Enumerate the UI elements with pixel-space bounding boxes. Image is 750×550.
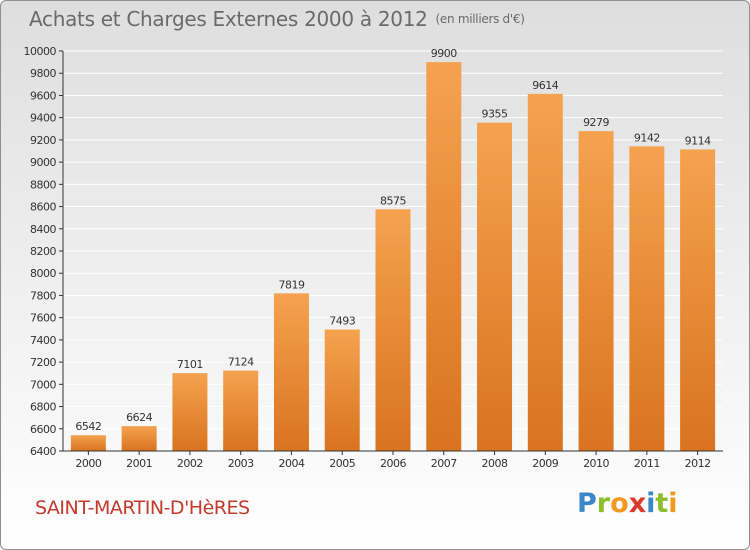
logo-letter: i <box>668 488 678 519</box>
bar-value-label: 7101 <box>177 358 203 371</box>
proxiti-logo[interactable]: Proxiti <box>577 488 678 519</box>
bar-2011 <box>629 146 665 452</box>
bar-value-label: 6542 <box>75 420 101 433</box>
x-tick-label: 2006 <box>380 457 406 470</box>
bar-value-label: 7493 <box>329 315 355 328</box>
y-tick-label: 7200 <box>30 356 56 369</box>
logo-letter: t <box>655 488 669 519</box>
y-tick-label: 8000 <box>30 267 56 280</box>
x-tick-label: 2007 <box>431 457 457 470</box>
logo-letter: r <box>596 488 611 519</box>
bar-value-label: 7124 <box>228 356 254 369</box>
y-tick-label: 6800 <box>30 401 56 414</box>
x-tick-label: 2005 <box>329 457 355 470</box>
chart-title-text: Achats et Charges Externes 2000 à 2012 <box>29 7 428 31</box>
y-tick-label: 7000 <box>30 378 56 391</box>
bar-2003 <box>223 370 259 451</box>
axes: 6400 6600 6800 7000 7200 7400 7600 7800 8000 8200… <box>24 45 723 470</box>
x-tick-label: 2008 <box>482 457 508 470</box>
bar-2009 <box>527 93 563 451</box>
logo-letter: o <box>610 488 629 519</box>
y-tick-label: 6600 <box>30 423 56 436</box>
bar-2005 <box>324 329 360 451</box>
x-tick-label: 2001 <box>126 457 152 470</box>
bar-value-label: 6624 <box>126 411 152 424</box>
y-tick-label: 7800 <box>30 289 56 302</box>
bar-2007 <box>426 62 462 451</box>
chart-title-unit: (en milliers d'€) <box>435 12 525 26</box>
y-tick-label: 9600 <box>30 89 56 102</box>
bar-value-label: 7819 <box>278 278 304 291</box>
y-tick-label: 8200 <box>30 245 56 258</box>
y-tick-label: 10000 <box>24 45 57 58</box>
chart-title: Achats et Charges Externes 2000 à 2012 (e… <box>29 7 525 31</box>
bar-2004 <box>273 293 309 451</box>
y-tick-label: 7600 <box>30 312 56 325</box>
y-tick-label: 7400 <box>30 334 56 347</box>
bar-value-label: 8575 <box>380 194 406 207</box>
bar-value-label: 9900 <box>431 47 457 60</box>
x-tick-label: 2009 <box>532 457 558 470</box>
x-tick-label: 2010 <box>583 457 609 470</box>
y-tick-label: 8400 <box>30 223 56 236</box>
x-tick-label: 2004 <box>278 457 304 470</box>
bar-2008 <box>477 122 513 452</box>
logo-letter: P <box>577 488 597 519</box>
y-tick-label: 6400 <box>30 445 56 458</box>
y-tick-label: 8600 <box>30 201 56 214</box>
y-tick-label: 9800 <box>30 67 56 80</box>
y-tick-label: 9400 <box>30 112 56 125</box>
bar-2002 <box>172 373 208 451</box>
y-tick-label: 9000 <box>30 156 56 169</box>
x-tick-label: 2012 <box>685 457 711 470</box>
bar-value-label: 9142 <box>634 131 660 144</box>
x-tick-label: 2003 <box>228 457 254 470</box>
bar-2010 <box>578 131 614 451</box>
bar-value-label: 9279 <box>583 116 609 129</box>
logo-letter: i <box>646 488 656 519</box>
bar-2012 <box>680 149 716 451</box>
location-name: SAINT-MARTIN-D'HèRES <box>35 497 250 519</box>
bar-value-label: 9114 <box>685 134 711 147</box>
data-labels: 6542 6624 7101 7124 7819 7493 8575 9900 9355 9614… <box>75 47 711 433</box>
bar-2006 <box>375 209 411 451</box>
bar-2001 <box>121 426 157 451</box>
bar-value-label: 9614 <box>532 79 558 92</box>
bars <box>70 62 716 452</box>
y-tick-label: 9200 <box>30 134 56 147</box>
y-tick-label: 8800 <box>30 178 56 191</box>
logo-letter: x <box>628 488 647 519</box>
x-tick-label: 2011 <box>634 457 660 470</box>
x-tick-label: 2000 <box>75 457 101 470</box>
bar-2000 <box>70 435 106 451</box>
bar-value-label: 9355 <box>482 108 508 121</box>
x-tick-label: 2002 <box>177 457 203 470</box>
